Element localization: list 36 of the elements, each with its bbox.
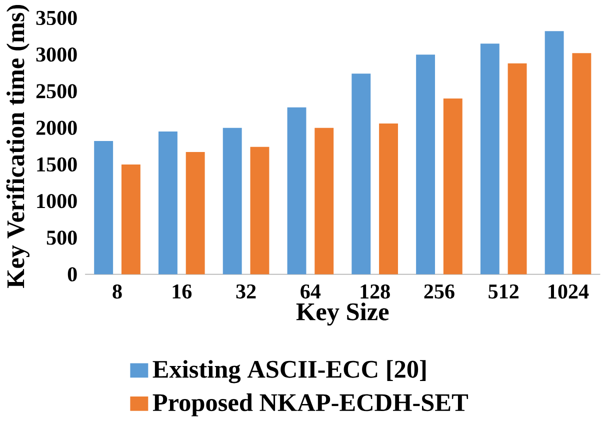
bar: [121, 164, 140, 274]
bar: [250, 146, 270, 274]
bar: [379, 123, 398, 274]
bar: [158, 131, 178, 274]
y-tick-label: 0: [68, 267, 77, 282]
legend-label: Proposed NKAP-ECDH-SET: [152, 393, 468, 416]
bar: [572, 53, 592, 274]
bar: [222, 128, 242, 274]
y-tick-label: 1500: [37, 157, 77, 172]
x-tick-label: 1024: [548, 284, 589, 299]
x-tick-label: 64: [300, 284, 321, 298]
y-tick-label: 3000: [36, 47, 77, 62]
x-tick-label: 8: [112, 284, 122, 299]
y-tick-label: 1000: [37, 194, 77, 208]
bar: [94, 140, 114, 274]
x-tick-label: 16: [172, 284, 192, 298]
x-tick-label: 128: [360, 284, 390, 299]
bar: [544, 31, 564, 274]
legend-label: Existing ASCII-ECC [20]: [152, 360, 426, 384]
bar: [314, 128, 334, 274]
x-axis-title: Key Size: [296, 302, 389, 326]
y-tick-label: 500: [46, 230, 77, 245]
x-tick-label: 256: [424, 284, 454, 298]
y-tick-label: 2500: [36, 84, 77, 98]
bar: [287, 107, 306, 274]
bar: [508, 63, 527, 274]
x-tick-label: 512: [488, 284, 519, 298]
bar: [352, 74, 371, 274]
y-axis-title: Key Verification time (ms): [6, 4, 30, 288]
bar: [443, 98, 462, 274]
y-tick-label: 2000: [36, 120, 77, 135]
bar: [186, 152, 205, 274]
y-tick-label: 3500: [36, 10, 77, 25]
bar: [480, 43, 500, 274]
x-tick-label: 32: [236, 284, 256, 298]
bar: [416, 54, 436, 274]
